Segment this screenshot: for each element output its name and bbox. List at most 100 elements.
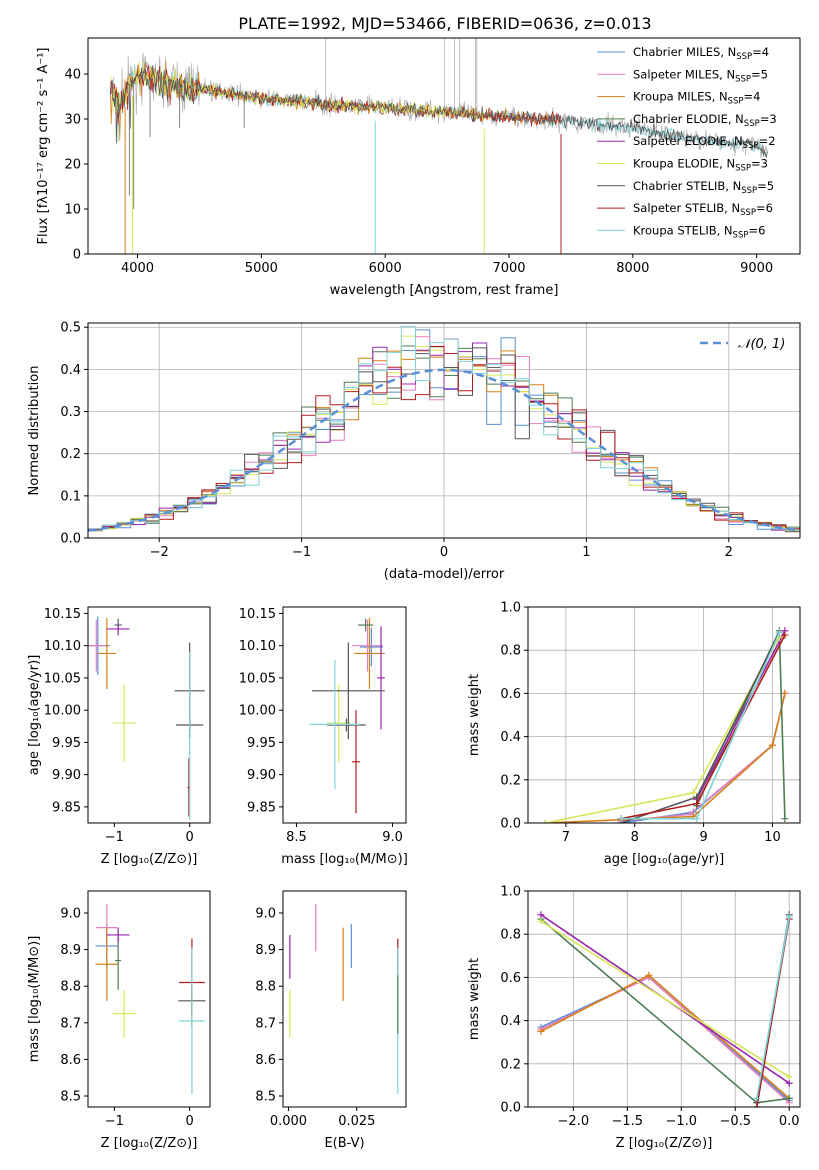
errorbar-point-chabrier_stelib	[311, 642, 385, 740]
x-tick-label: 4000	[121, 261, 154, 276]
y-tick-label: 10.10	[44, 639, 81, 654]
y-tick-label: 8.7	[60, 1016, 81, 1031]
x-tick-label: 7	[562, 830, 570, 845]
y-axis-label: Flux [fλ10⁻¹⁷ erg cm⁻² s⁻¹ A⁻¹]	[36, 48, 51, 245]
y-tick-label: 0.4	[500, 1014, 521, 1029]
errorbar-point-kroupa_stelib	[309, 659, 360, 789]
errorbar-point-chabrier_miles	[359, 627, 383, 667]
legend-label: Kroupa ELODIE, NSSP=3	[633, 157, 768, 174]
axes-frame	[87, 606, 211, 824]
chart-massweight_vs_age: 7 8 9 10 0.0 0.2 0.4 0.6 0.8 1.0 age [log₁₀(age/yr…	[467, 601, 801, 867]
legend-label-text: Salpeter ELODIE, N	[633, 134, 743, 148]
axes-age_vs_mass: 8.5 9.0 9.85 9.90 9.95 10.00 10.05 10.10 10.15 ma…	[239, 606, 408, 867]
legend-label-val: =5	[757, 179, 774, 193]
legend-label-text: Salpeter STELIB, N	[633, 201, 740, 215]
x-tick-label: −2	[150, 545, 169, 560]
errorbar-point-kroupa_miles	[97, 617, 116, 689]
weight-line-chabrier_miles	[540, 976, 790, 1102]
x-tick-label: 8	[631, 830, 639, 845]
y-tick-label: 8.8	[60, 980, 81, 995]
legend-label-sub: SSP	[728, 97, 744, 107]
y-tick-label: 0.4	[500, 730, 521, 745]
plot-area-residuals	[88, 325, 800, 533]
axes-frame	[527, 606, 801, 824]
y-tick-label: 0.2	[60, 447, 81, 462]
x-axis-label: E(B-V)	[324, 1136, 364, 1151]
x-tick-label: 0.0	[779, 1114, 800, 1129]
errorbar-point-kroupa_elodie	[112, 684, 136, 762]
x-tick-label: −1	[292, 545, 311, 560]
normal-legend-label: 𝒩(0, 1)	[738, 337, 785, 352]
y-tick-label: 8.5	[60, 1090, 81, 1105]
histogram-salpeter_stelib	[88, 345, 800, 532]
weight-marker	[693, 815, 701, 823]
chart-massweight_vs_Z: −2.0 −1.5 −1.0 −0.5 0.0 0.0 0.2 0.4 0.6 0.8 1.0 Z […	[467, 885, 801, 1151]
legend-label: Salpeter MILES, NSSP=5	[633, 67, 768, 84]
plot-area-massweight_vs_age	[541, 627, 789, 823]
x-tick-label: 0.000	[270, 1114, 307, 1129]
axes-frame	[282, 606, 407, 824]
y-tick-label: 0.3	[60, 405, 81, 420]
y-tick-label: 8.7	[255, 1016, 276, 1031]
y-tick-label: 40	[64, 68, 81, 83]
normal-curve	[88, 368, 800, 532]
y-tick-label: 9.90	[52, 768, 81, 783]
legend-label-text: Chabrier ELODIE, N	[633, 112, 744, 126]
weight-marker	[753, 1103, 761, 1107]
x-tick-label: 5000	[245, 261, 278, 276]
errorbar-point-kroupa_miles	[95, 927, 119, 1001]
x-axis-label: age [log₁₀(age/yr)]	[604, 852, 725, 867]
legend-label-text: Kroupa ELODIE, N	[633, 157, 735, 171]
chart-residuals: −2 −1 0 1 2 0.0 0.1 0.2 0.3 0.4 0.5 (data-model)/er…	[27, 321, 801, 582]
axes-massweight_vs_Z: −2.0 −1.5 −1.0 −0.5 0.0 0.0 0.2 0.4 0.6 0.8 1.0 Z […	[467, 885, 801, 1151]
plot-area-massweight_vs_Z	[537, 911, 793, 1107]
y-tick-label: 9.90	[247, 768, 276, 783]
legend-label: Chabrier ELODIE, NSSP=3	[633, 112, 777, 129]
y-tick-label: 0.0	[500, 817, 521, 832]
axes-frame	[527, 890, 801, 1108]
y-tick-label: 8.6	[60, 1053, 81, 1068]
legend-label-text: Kroupa MILES, N	[633, 90, 728, 104]
weight-marker	[781, 631, 789, 639]
legend-label-val: =2	[759, 134, 776, 148]
weight-line-kroupa_elodie	[545, 636, 781, 823]
y-axis-label: age [log₁₀(age/yr)]	[27, 655, 42, 776]
chart-spectrum: 4000 5000 6000 7000 8000 9000 0 10 20 30 40 wavelen…	[36, 37, 801, 298]
weight-marker	[645, 971, 653, 979]
weight-line-kroupa_stelib	[756, 916, 790, 1099]
plot-area-age_vs_mass	[309, 617, 385, 814]
weight-marker	[689, 789, 697, 797]
errorbar-point-kroupa_elodie	[112, 989, 136, 1038]
errorbar-point-salpeter_elodie	[377, 626, 385, 730]
legend-label-sub: SSP	[740, 208, 756, 218]
axes-mass_vs_ebv: 0.000 0.025 8.5 8.6 8.7 8.8 8.9 9.0 E(B-V)	[255, 890, 407, 1151]
weight-marker	[537, 911, 545, 919]
errorbar-point-chabrier_elodie	[357, 618, 374, 632]
y-tick-label: 9.85	[52, 800, 81, 815]
x-tick-label: 8000	[616, 261, 649, 276]
legend-label-val: =4	[743, 90, 760, 104]
weight-marker	[753, 1094, 761, 1102]
y-axis-label: mass weight	[467, 674, 482, 756]
y-tick-label: 8.9	[255, 943, 276, 958]
x-tick-label: 0.025	[338, 1114, 375, 1129]
weight-line-kroupa_miles	[545, 693, 786, 823]
y-tick-label: 1.0	[500, 601, 521, 616]
legend-label-sub: SSP	[736, 52, 752, 62]
weight-marker	[785, 1079, 793, 1087]
y-axis-label: Normed distribution	[27, 366, 42, 496]
y-tick-label: 10.05	[239, 671, 276, 686]
weight-marker	[768, 741, 776, 749]
legend-label-text: Chabrier STELIB, N	[633, 179, 741, 193]
y-tick-label: 0.4	[60, 363, 81, 378]
y-tick-label: 0.8	[500, 644, 521, 659]
legend-label-text: Salpeter MILES, N	[633, 67, 735, 81]
axes-frame	[282, 890, 407, 1108]
y-tick-label: 10	[64, 203, 81, 218]
x-tick-label: −0.5	[719, 1114, 751, 1129]
model-spectrum-salpeter_stelib	[109, 63, 563, 127]
x-axis-label: wavelength [Angstrom, rest frame]	[330, 283, 559, 298]
y-tick-label: 10.00	[44, 704, 81, 719]
weight-line-chabrier_stelib	[620, 632, 781, 823]
